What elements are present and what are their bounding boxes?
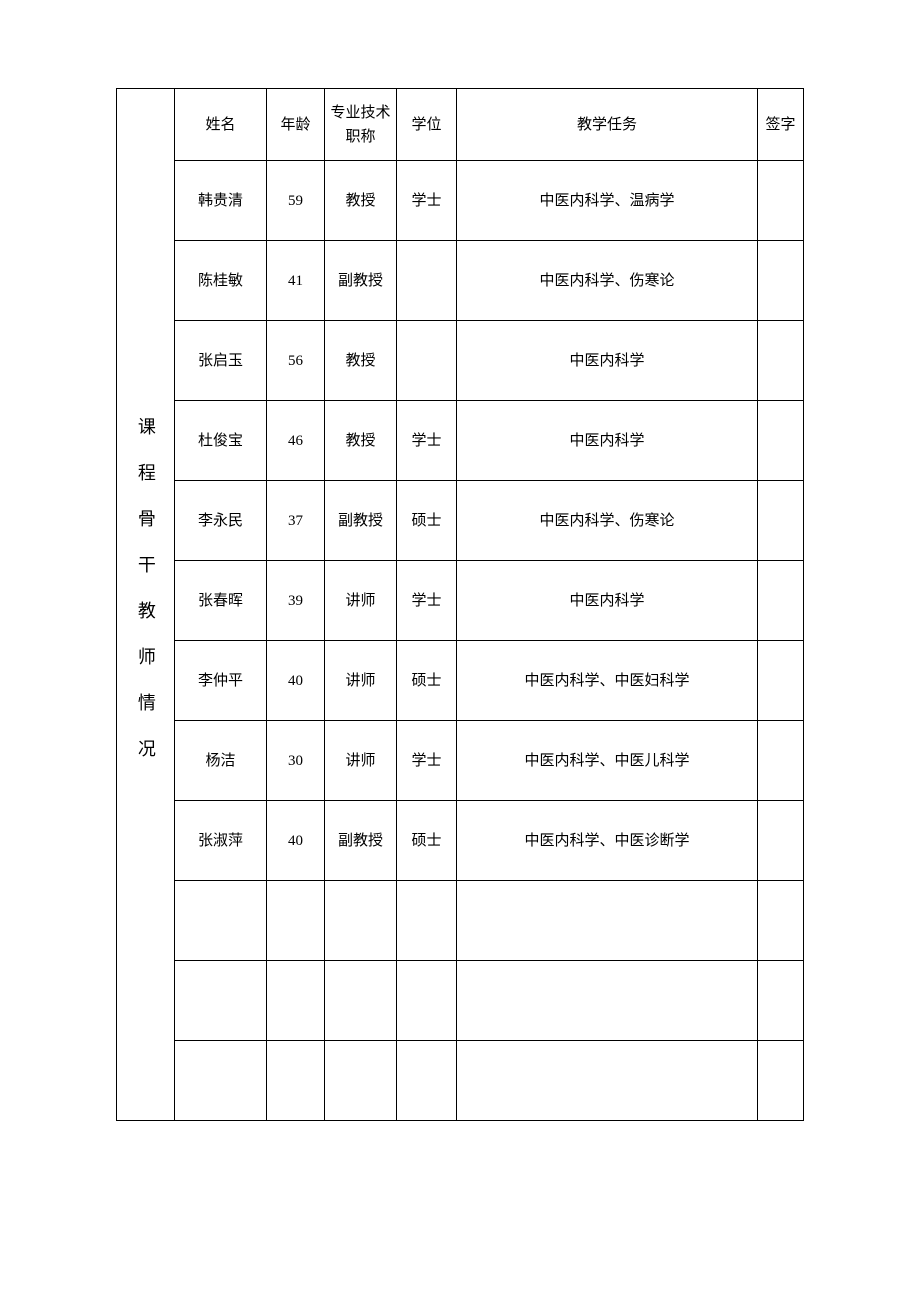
cell-title: 副教授 — [325, 241, 397, 321]
cell-name: 张启玉 — [175, 321, 267, 401]
cell-age: 40 — [267, 641, 325, 721]
cell-age — [267, 881, 325, 961]
table-row: 李永民 37 副教授 硕士 中医内科学、伤寒论 — [117, 481, 804, 561]
table-row: 陈桂敏 41 副教授 中医内科学、伤寒论 — [117, 241, 804, 321]
cell-name — [175, 961, 267, 1041]
cell-sign — [758, 401, 804, 481]
cell-degree: 学士 — [397, 561, 457, 641]
cell-degree: 硕士 — [397, 481, 457, 561]
cell-age: 37 — [267, 481, 325, 561]
cell-degree: 硕士 — [397, 801, 457, 881]
cell-sign — [758, 1041, 804, 1121]
cell-task: 中医内科学、中医诊断学 — [457, 801, 758, 881]
cell-sign — [758, 241, 804, 321]
cell-title: 副教授 — [325, 801, 397, 881]
cell-sign — [758, 961, 804, 1041]
cell-title: 教授 — [325, 321, 397, 401]
side-label-cell: 课程骨干教师情况 — [117, 89, 175, 1121]
col-header-name: 姓名 — [175, 89, 267, 161]
cell-title: 讲师 — [325, 561, 397, 641]
cell-degree — [397, 321, 457, 401]
cell-task — [457, 881, 758, 961]
col-header-degree: 学位 — [397, 89, 457, 161]
col-header-age: 年龄 — [267, 89, 325, 161]
cell-task: 中医内科学、中医妇科学 — [457, 641, 758, 721]
col-header-title: 专业技术职称 — [325, 89, 397, 161]
cell-title: 讲师 — [325, 641, 397, 721]
cell-age: 40 — [267, 801, 325, 881]
table-row: 张春晖 39 讲师 学士 中医内科学 — [117, 561, 804, 641]
col-header-task: 教学任务 — [457, 89, 758, 161]
table-row — [117, 961, 804, 1041]
cell-degree: 学士 — [397, 721, 457, 801]
cell-task: 中医内科学、伤寒论 — [457, 241, 758, 321]
cell-title — [325, 961, 397, 1041]
cell-sign — [758, 561, 804, 641]
table-row: 张启玉 56 教授 中医内科学 — [117, 321, 804, 401]
cell-name — [175, 1041, 267, 1121]
cell-age: 56 — [267, 321, 325, 401]
cell-degree — [397, 1041, 457, 1121]
cell-degree — [397, 961, 457, 1041]
cell-name — [175, 881, 267, 961]
cell-title: 讲师 — [325, 721, 397, 801]
cell-task: 中医内科学、温病学 — [457, 161, 758, 241]
cell-degree: 硕士 — [397, 641, 457, 721]
side-label: 课程骨干教师情况 — [131, 417, 160, 785]
cell-age — [267, 961, 325, 1041]
cell-name: 杜俊宝 — [175, 401, 267, 481]
cell-age: 39 — [267, 561, 325, 641]
col-header-sign: 签字 — [758, 89, 804, 161]
cell-task: 中医内科学 — [457, 321, 758, 401]
cell-name: 张春晖 — [175, 561, 267, 641]
cell-title — [325, 881, 397, 961]
cell-title: 教授 — [325, 161, 397, 241]
cell-sign — [758, 881, 804, 961]
cell-degree: 学士 — [397, 401, 457, 481]
cell-task: 中医内科学 — [457, 401, 758, 481]
table-row: 杜俊宝 46 教授 学士 中医内科学 — [117, 401, 804, 481]
cell-task — [457, 1041, 758, 1121]
table-row: 韩贵清 59 教授 学士 中医内科学、温病学 — [117, 161, 804, 241]
cell-title — [325, 1041, 397, 1121]
cell-degree: 学士 — [397, 161, 457, 241]
cell-sign — [758, 721, 804, 801]
cell-title: 教授 — [325, 401, 397, 481]
table-row — [117, 881, 804, 961]
cell-name: 李永民 — [175, 481, 267, 561]
cell-degree — [397, 241, 457, 321]
cell-name: 韩贵清 — [175, 161, 267, 241]
cell-task: 中医内科学、中医儿科学 — [457, 721, 758, 801]
cell-age: 41 — [267, 241, 325, 321]
cell-task: 中医内科学 — [457, 561, 758, 641]
cell-sign — [758, 641, 804, 721]
cell-sign — [758, 321, 804, 401]
cell-name: 杨洁 — [175, 721, 267, 801]
table-row: 张淑萍 40 副教授 硕士 中医内科学、中医诊断学 — [117, 801, 804, 881]
cell-degree — [397, 881, 457, 961]
cell-task: 中医内科学、伤寒论 — [457, 481, 758, 561]
cell-sign — [758, 481, 804, 561]
cell-sign — [758, 161, 804, 241]
cell-age: 30 — [267, 721, 325, 801]
cell-name: 陈桂敏 — [175, 241, 267, 321]
cell-name: 张淑萍 — [175, 801, 267, 881]
cell-age: 46 — [267, 401, 325, 481]
cell-title: 副教授 — [325, 481, 397, 561]
faculty-table: 课程骨干教师情况 姓名 年龄 专业技术职称 学位 教学任务 签字 韩贵清 59 … — [116, 88, 804, 1121]
table-row — [117, 1041, 804, 1121]
cell-sign — [758, 801, 804, 881]
table-header-row: 课程骨干教师情况 姓名 年龄 专业技术职称 学位 教学任务 签字 — [117, 89, 804, 161]
table-row: 杨洁 30 讲师 学士 中医内科学、中医儿科学 — [117, 721, 804, 801]
cell-age: 59 — [267, 161, 325, 241]
cell-name: 李仲平 — [175, 641, 267, 721]
table-row: 李仲平 40 讲师 硕士 中医内科学、中医妇科学 — [117, 641, 804, 721]
cell-age — [267, 1041, 325, 1121]
cell-task — [457, 961, 758, 1041]
